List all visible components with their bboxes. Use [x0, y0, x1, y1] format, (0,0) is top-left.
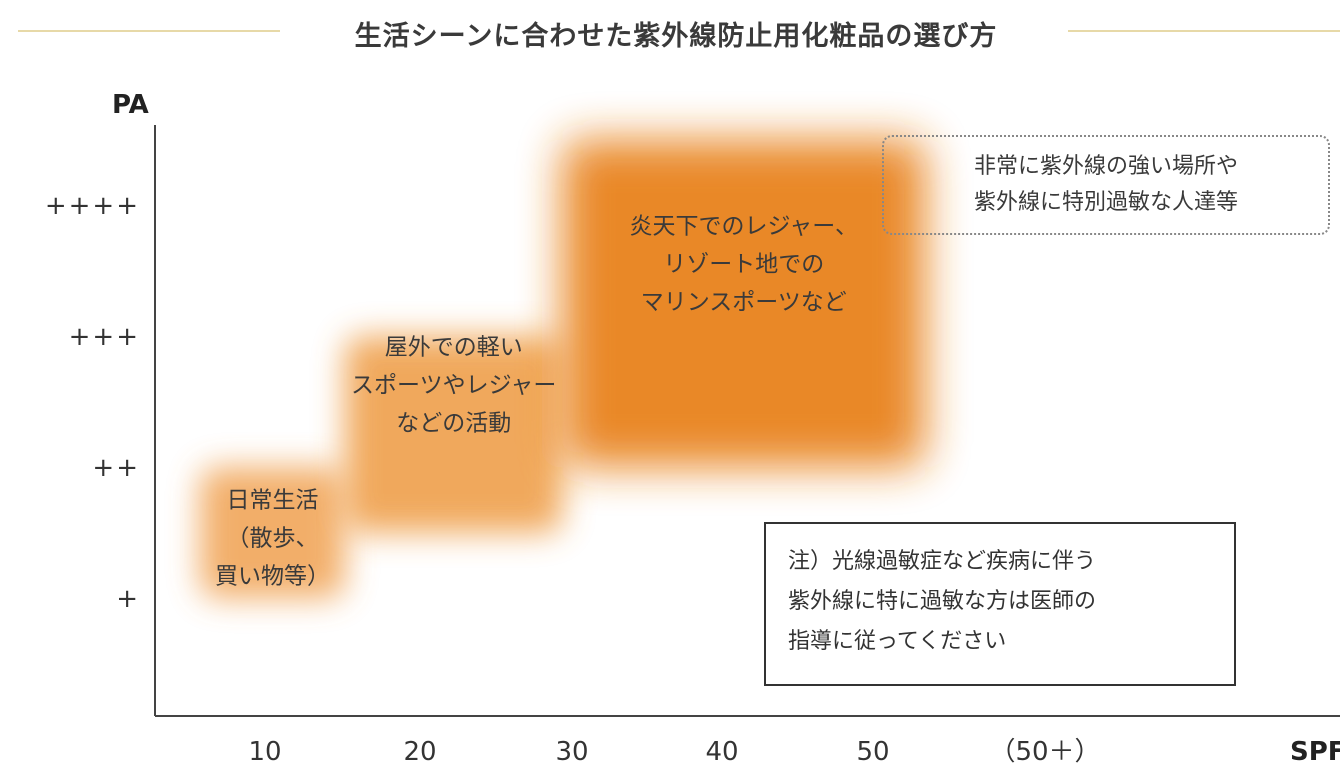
physician-note-line: 紫外線に特に過敏な方は医師の: [788, 589, 1097, 614]
regions-layer: [200, 139, 925, 599]
x-axis-label: SPF: [1290, 737, 1340, 767]
chart-title: 生活シーンに合わせた紫外線防止用化粧品の選び方: [354, 21, 998, 52]
y-tick-label: ++++: [45, 191, 140, 221]
high-uv-note-line: 非常に紫外線の強い場所や: [973, 154, 1238, 179]
title-rule-right: [1068, 30, 1340, 32]
x-tick-label: 30: [555, 737, 588, 767]
region-label-daily: 日常生活: [227, 488, 319, 514]
high-uv-note-line: 紫外線に特別過敏な人達等: [973, 190, 1238, 215]
region-label-daily: 買い物等）: [215, 564, 330, 590]
region-label-marine: リゾート地での: [663, 251, 824, 277]
high-uv-note-box: 非常に紫外線の強い場所や 紫外線に特別過敏な人達等: [882, 135, 1330, 235]
x-tick-label: 50: [856, 737, 889, 767]
y-tick-label: +++: [69, 322, 140, 352]
x-tick-label: （50＋）: [989, 737, 1100, 767]
title-rule-left: [18, 30, 280, 32]
physician-note-line: 指導に従ってください: [788, 629, 1007, 654]
region-daily: [200, 467, 345, 599]
region-label-marine: 炎天下でのレジャー、: [629, 213, 858, 239]
region-label-outdoor-light: 屋外での軽い: [385, 334, 523, 360]
region-label-marine: マリンスポーツなど: [641, 289, 847, 315]
x-tick-label: 40: [705, 737, 738, 767]
region-marine: [562, 139, 925, 468]
y-tick-label: ++: [92, 453, 140, 483]
region-outdoor-light: [345, 336, 563, 533]
x-tick-label: 10: [248, 737, 281, 767]
region-label-daily: （散歩、: [227, 526, 319, 552]
x-tick-label: 20: [403, 737, 436, 767]
region-label-outdoor-light: スポーツやレジャー: [351, 372, 556, 398]
y-tick-labels: ++++++++++: [45, 191, 140, 614]
region-label-outdoor-light: などの活動: [396, 410, 511, 436]
physician-note-box: 注）光線過敏症など疾病に伴う 紫外線に特に過敏な方は医師の 指導に従ってください: [764, 522, 1236, 686]
x-tick-labels: 10 20 30 40 50 （50＋）: [248, 737, 1100, 767]
y-tick-label: +: [116, 584, 140, 614]
y-axis-label: PA: [112, 90, 149, 120]
physician-note-line: 注）光線過敏症など疾病に伴う: [788, 549, 1097, 574]
